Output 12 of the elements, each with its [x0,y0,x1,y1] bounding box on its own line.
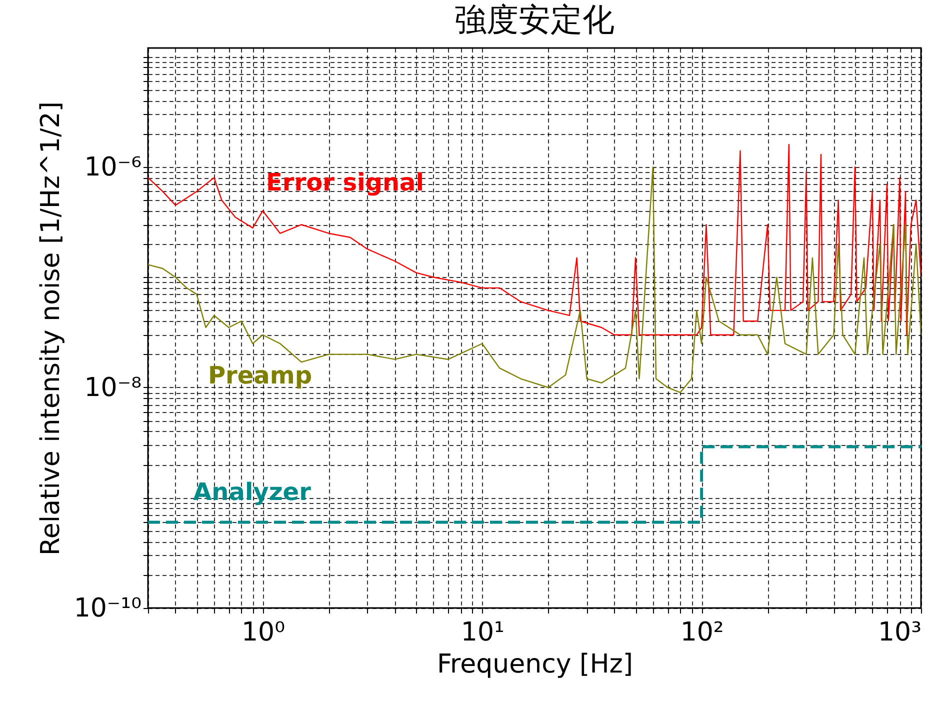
series-label: Analyzer [193,478,312,506]
chart-title: 強度安定化 [454,0,614,39]
x-tick-label: 10¹ [460,618,504,648]
x-tick-label: 10² [680,618,724,648]
y-tick-label: 10⁻⁸ [84,372,142,403]
y-tick-label: 10⁻⁶ [84,152,142,182]
x-tick-label: 10³ [878,618,922,648]
x-tick-label: 10⁰ [241,618,285,648]
y-tick-label: 10⁻¹⁰ [74,594,142,624]
x-axis-title: Frequency [Hz] [436,650,634,680]
y-axis-title: Relative intensity noise [1/Hz^1/2] [36,102,66,556]
series-label: Preamp [208,362,312,390]
